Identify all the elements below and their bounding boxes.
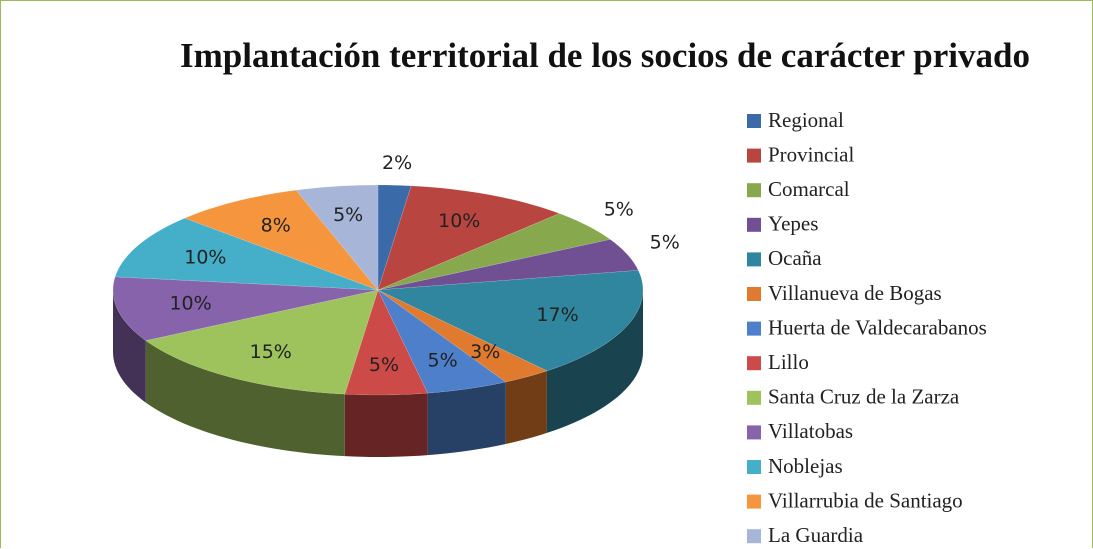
legend-label: Regional bbox=[768, 108, 844, 132]
legend-swatch bbox=[747, 217, 761, 232]
data-label: 5% bbox=[428, 350, 458, 372]
legend-label: Villanueva de Bogas bbox=[768, 281, 942, 305]
data-label: 15% bbox=[250, 341, 292, 363]
legend-swatch bbox=[747, 425, 761, 440]
slice bbox=[344, 289, 429, 396]
data-label: 10% bbox=[169, 293, 211, 315]
legend-swatch bbox=[747, 287, 761, 301]
data-label: 2% bbox=[382, 152, 412, 174]
slice-side bbox=[113, 290, 146, 403]
slice bbox=[377, 289, 548, 383]
slice bbox=[295, 184, 379, 291]
data-label: 5% bbox=[333, 204, 363, 226]
legend-label: Comarcal bbox=[768, 177, 850, 201]
legend-swatch bbox=[747, 321, 761, 336]
data-label: 5% bbox=[604, 198, 634, 220]
legend-swatch bbox=[747, 356, 761, 371]
data-label: 10% bbox=[438, 210, 480, 232]
legend-swatch bbox=[747, 529, 761, 544]
legend-swatch bbox=[747, 148, 761, 163]
slice-side bbox=[344, 393, 428, 457]
legend-label: Villatobas bbox=[768, 419, 853, 443]
legend-label: Provincial bbox=[768, 142, 854, 166]
legend-swatch bbox=[747, 494, 761, 509]
data-label: 5% bbox=[369, 354, 399, 376]
slice-side bbox=[145, 340, 345, 457]
data-label: 10% bbox=[184, 246, 226, 268]
legend-label: Yepes bbox=[768, 212, 818, 236]
slice-side bbox=[427, 382, 506, 456]
slice-side bbox=[546, 290, 643, 433]
slice bbox=[112, 276, 379, 341]
slice bbox=[145, 289, 379, 395]
slice bbox=[377, 185, 561, 291]
slice bbox=[184, 189, 379, 291]
slice bbox=[377, 270, 644, 372]
legend-label: La Guardia bbox=[768, 523, 864, 547]
data-label: 17% bbox=[536, 304, 578, 326]
data-label: 5% bbox=[650, 232, 680, 254]
chart-title: Implantación territorial de los socios d… bbox=[180, 36, 1030, 75]
slice-side bbox=[505, 370, 547, 445]
slice bbox=[114, 217, 379, 291]
data-label: 3% bbox=[470, 341, 500, 363]
legend-swatch bbox=[747, 252, 761, 267]
legend-label: Santa Cruz de la Zarza bbox=[768, 385, 960, 409]
legend-label: Ocaña bbox=[768, 246, 822, 270]
legend-label: Villarrubia de Santiago bbox=[768, 488, 963, 512]
slice bbox=[377, 239, 639, 291]
legend-swatch bbox=[747, 460, 761, 474]
legend-label: Huerta de Valdecarabanos bbox=[768, 315, 987, 339]
legend-label: Lillo bbox=[768, 350, 809, 374]
legend-swatch bbox=[747, 183, 761, 198]
legend-label: Noblejas bbox=[768, 454, 843, 478]
slice bbox=[377, 213, 611, 291]
slice bbox=[377, 289, 507, 394]
legend-swatch bbox=[747, 390, 761, 405]
legend-swatch bbox=[747, 114, 761, 128]
data-label: 8% bbox=[261, 215, 291, 237]
